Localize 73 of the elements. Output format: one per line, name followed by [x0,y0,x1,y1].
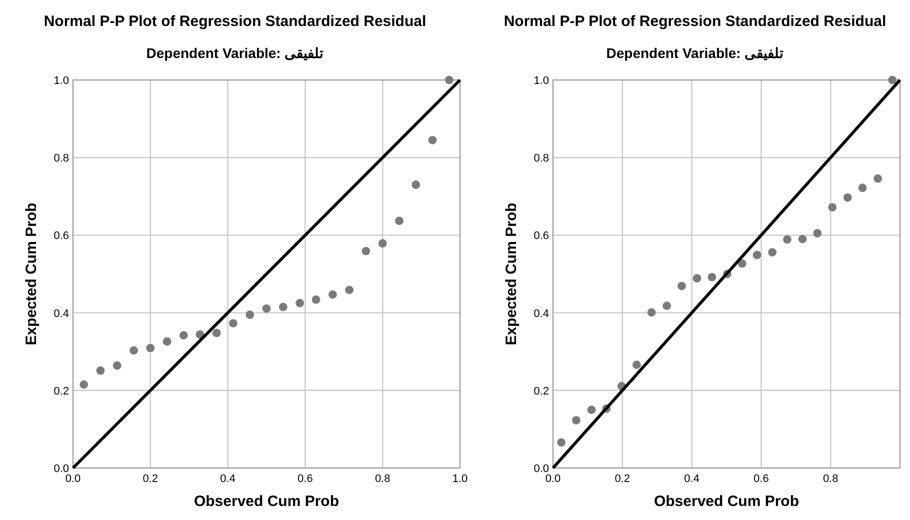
point [146,344,155,352]
y-tick-label: 0.4 [534,308,549,320]
point [444,76,454,84]
point [587,406,596,414]
point [858,184,867,192]
point [843,193,852,202]
point [262,304,271,313]
x-tick-label: 0.4 [220,473,236,485]
point [888,76,897,84]
point [246,310,254,319]
point [378,239,387,248]
point [278,302,288,312]
x-tick-label: 0.2 [142,473,158,485]
point [212,328,221,338]
chart-title: Normal P-P Plot of Regression Standardized Residual [504,13,886,30]
y-tick-label: 0.2 [534,385,549,398]
x-tick-label: 0.8 [822,473,838,485]
point [678,282,686,290]
point [813,229,822,238]
point [572,416,580,424]
y-tick-label: 0.6 [534,230,549,242]
chart-subtitle: Dependent Variable: تلفیقی [146,45,324,61]
point [395,216,404,226]
y-tick-label: 1.0 [54,75,69,87]
y-tick-label: 0.2 [54,385,69,398]
x-axis-title: Observed Cum Prob [194,493,340,510]
point [112,361,122,370]
point [96,366,105,375]
x-tick-label: 0.0 [545,473,561,485]
point [632,360,641,369]
point [874,174,882,183]
point [179,331,188,340]
point [229,319,238,328]
chart-title: Normal P-P Plot of Regression Standardized Residual [44,13,426,30]
point [708,272,716,282]
point [162,337,172,346]
x-tick-label: 0.0 [65,473,81,485]
point [662,302,672,310]
y-tick-label: 0.0 [534,463,549,475]
point [412,180,420,189]
y-tick-label: 0.8 [534,152,549,165]
x-axis-title: Observed Cum Prob [654,493,800,510]
x-tick-label: 0.4 [684,473,700,485]
chart-subtitle: Dependent Variable: تلفیقی [606,45,784,61]
point [80,380,88,389]
point [362,246,370,256]
point [557,438,566,447]
point [692,274,702,282]
point [130,346,138,355]
x-tick-label: 0.6 [298,473,313,485]
point [752,250,762,260]
y-tick-label: 1.0 [534,75,549,87]
point [798,234,807,244]
point [828,203,837,212]
point [783,235,792,244]
point [738,259,746,268]
point [296,298,304,308]
point [647,308,656,317]
x-tick-label: 1.0 [452,473,468,485]
x-tick-label: 0.2 [614,473,630,485]
y-tick-label: 0.4 [54,308,69,320]
point [768,248,777,256]
point [312,295,320,304]
y-axis-title: Expected Cum Prob [503,202,520,346]
point [345,286,354,294]
y-tick-label: 0.0 [54,463,69,475]
x-tick-label: 0.6 [754,473,769,485]
point [328,290,337,299]
point [428,136,437,144]
y-tick-label: 0.8 [54,152,69,165]
x-tick-label: 0.8 [374,473,390,485]
y-axis-title: Expected Cum Prob [23,202,40,346]
y-tick-label: 0.6 [54,230,69,242]
